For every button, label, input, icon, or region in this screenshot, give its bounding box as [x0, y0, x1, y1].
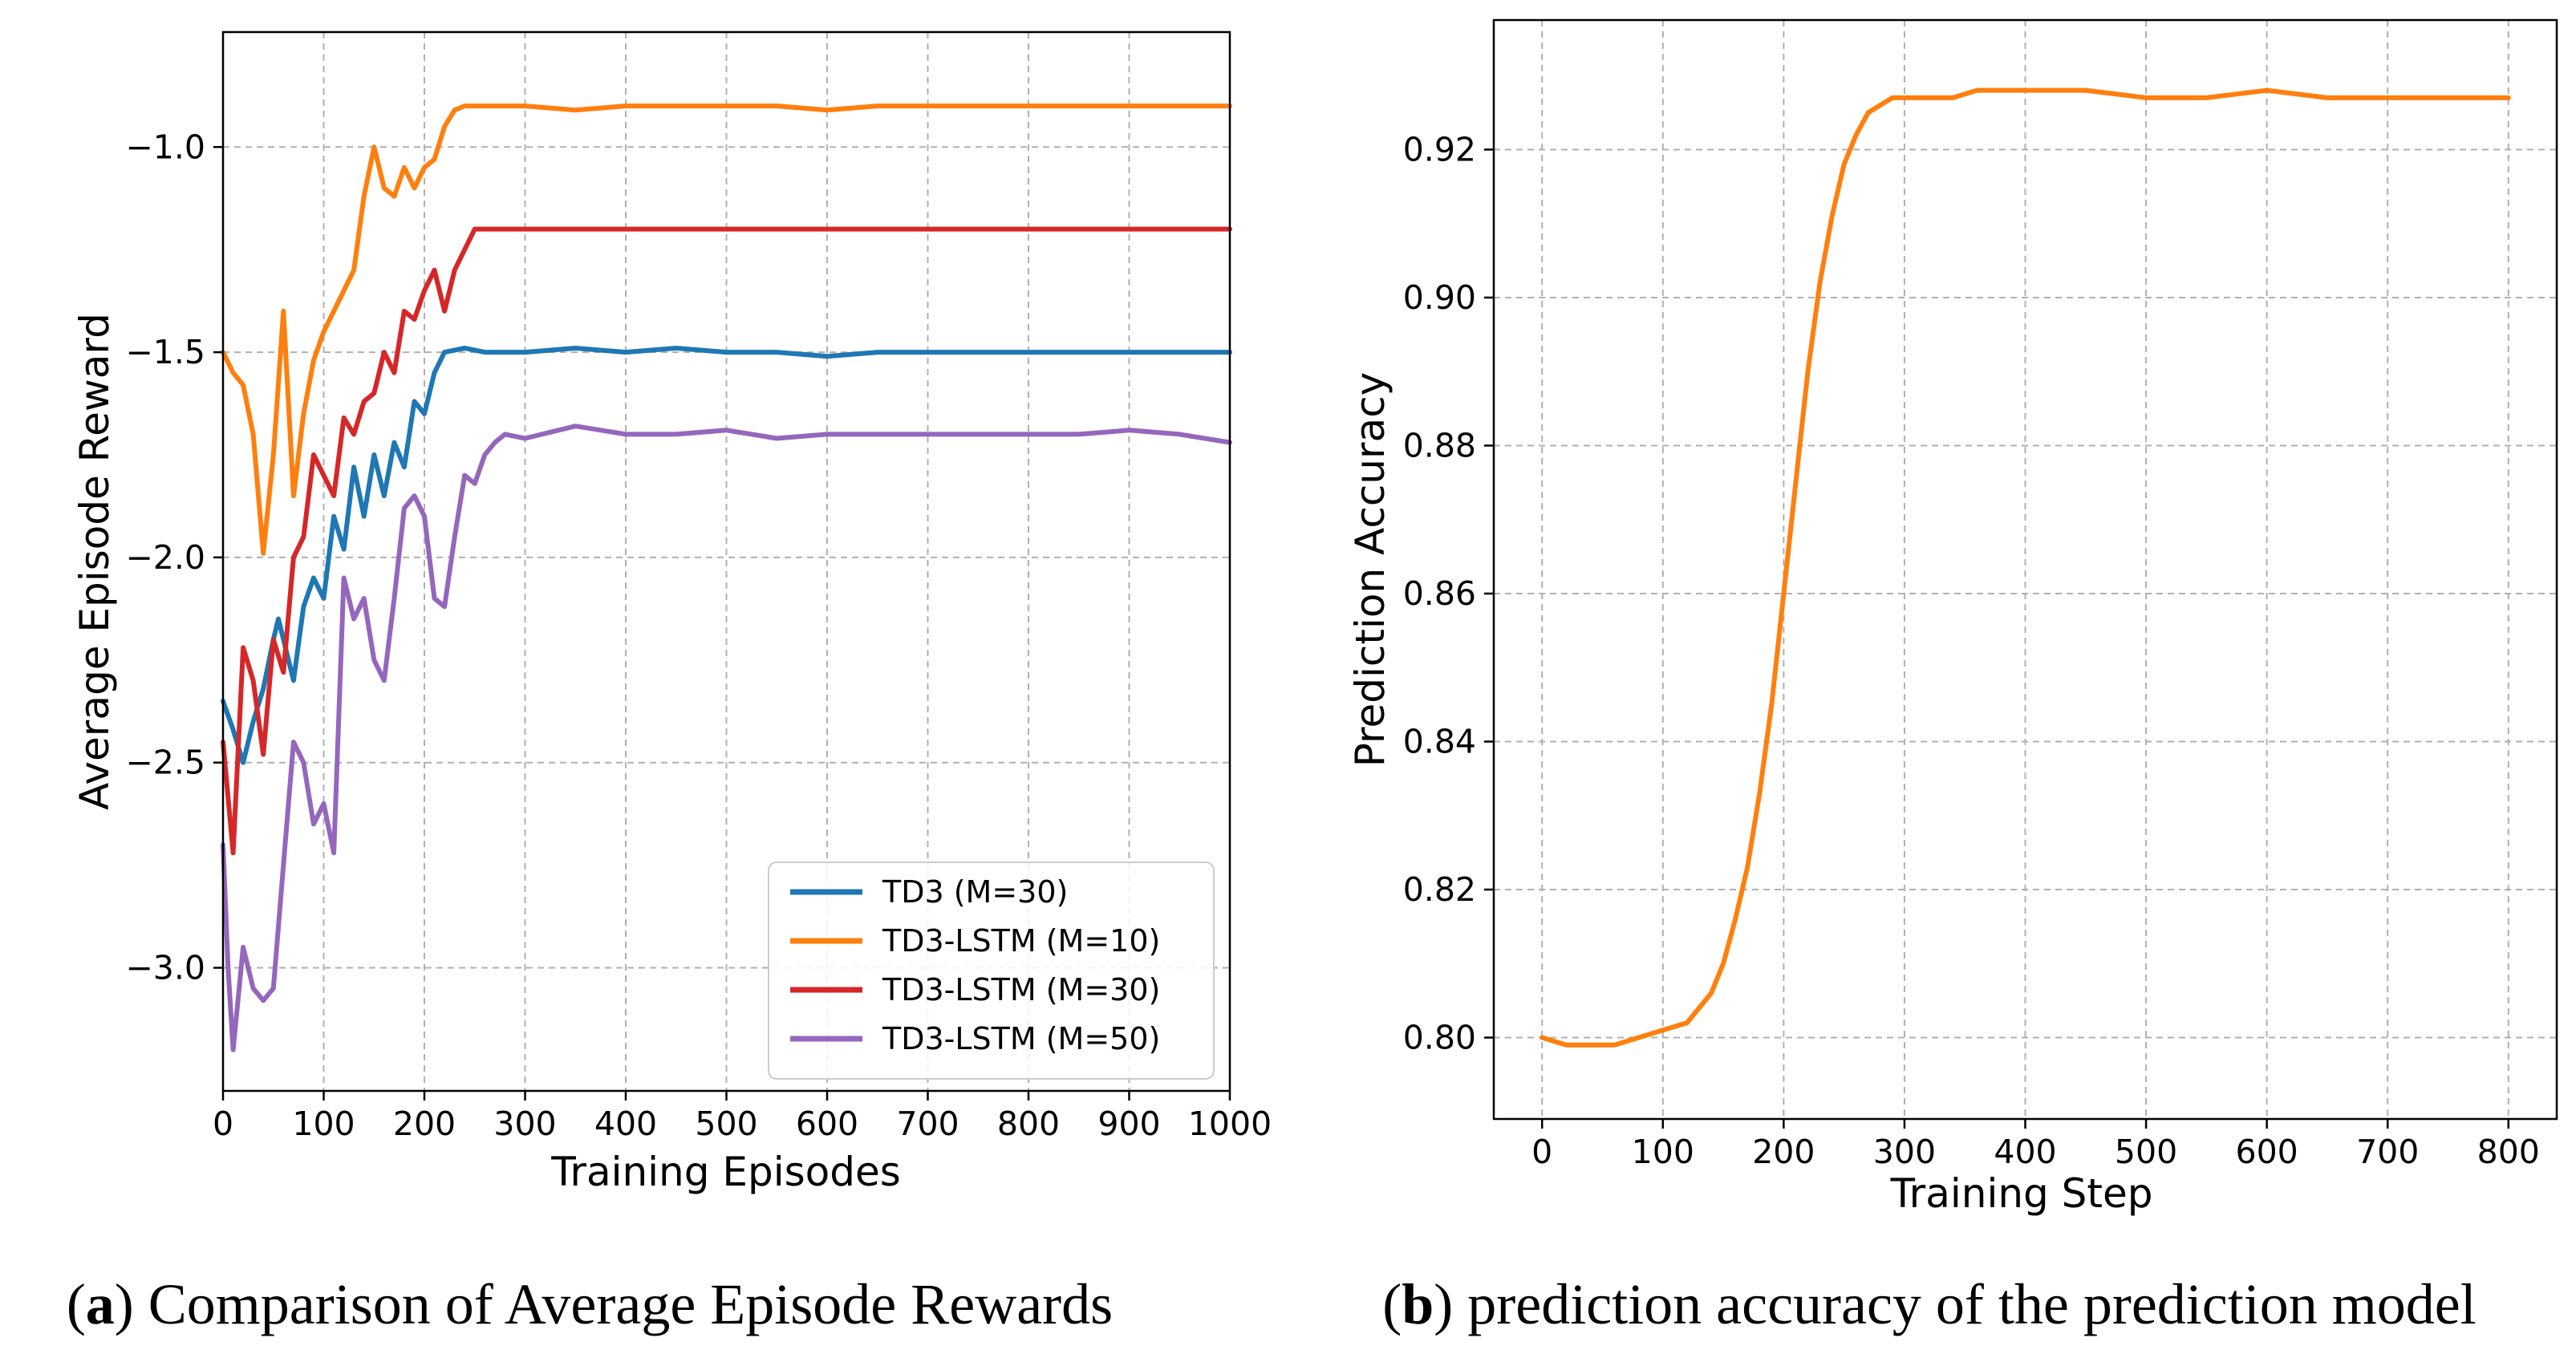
reward-chart-y-axis-title: Average Episode Reward: [71, 313, 118, 810]
y-tick-label: −3.0: [125, 949, 205, 987]
caption-b-label: b: [1402, 1272, 1434, 1336]
legend-label-td3-lstm-m10: TD3-LSTM (M=10): [882, 923, 1160, 959]
legend-label-td3-m30: TD3 (M=30): [882, 874, 1068, 910]
series-line-1: [221, 103, 1232, 556]
x-tick-label: 200: [393, 1105, 456, 1143]
y-tick-label: −2.5: [125, 744, 205, 782]
x-tick-label: 1000: [1188, 1105, 1272, 1143]
y-tick-label: 0.82: [1403, 870, 1476, 909]
accuracy-chart: 0 100 200 300 400 500 600 700 800 0.80 0.82 0.84 0.8…: [1347, 18, 2558, 1217]
x-tick-label: 700: [896, 1105, 959, 1143]
accuracy-chart-grid: [1494, 20, 2557, 1119]
caption-a: (a) Comparison of Average Episode Reward…: [67, 1272, 1113, 1336]
x-tick-label: 300: [493, 1105, 556, 1143]
series-line-3: [221, 424, 1232, 1052]
reward-chart-ticks: 0 100 200 300 400 500 600 700 800 900 1000 −3.0 −2.5…: [125, 128, 1272, 1143]
series-line-0: [221, 346, 1232, 765]
accuracy-chart-lines: [1540, 87, 2511, 1048]
reward-chart-lines: [221, 103, 1232, 1052]
x-tick-label: 600: [2236, 1133, 2298, 1171]
x-tick-label: 0: [1531, 1133, 1552, 1171]
y-tick-label: −1.5: [125, 333, 205, 371]
x-tick-label: 200: [1752, 1133, 1815, 1171]
reward-chart: 0 100 200 300 400 500 600 700 800 900 1000 −3.0 −2.5…: [71, 30, 1272, 1195]
x-tick-label: 700: [2356, 1133, 2419, 1171]
y-tick-label: 0.86: [1403, 574, 1476, 613]
accuracy-chart-x-axis-title: Training Step: [1889, 1170, 2152, 1217]
x-tick-label: 400: [1994, 1133, 2056, 1171]
legend-label-td3-lstm-m30: TD3-LSTM (M=30): [882, 972, 1160, 1007]
x-tick-label: 800: [997, 1105, 1060, 1143]
x-tick-label: 800: [2477, 1133, 2540, 1171]
y-tick-label: 0.90: [1403, 278, 1476, 317]
legend-label-td3-lstm-m50: TD3-LSTM (M=50): [882, 1021, 1160, 1056]
x-tick-label: 500: [695, 1105, 757, 1143]
x-tick-label: 400: [594, 1105, 657, 1143]
caption-b-text: prediction accuracy of the prediction mo…: [1467, 1272, 2476, 1336]
y-tick-label: 0.92: [1403, 130, 1476, 168]
y-tick-label: −2.0: [125, 538, 205, 577]
x-tick-label: 300: [1873, 1133, 1936, 1171]
x-tick-label: 900: [1097, 1105, 1160, 1143]
x-tick-label: 100: [1632, 1133, 1694, 1171]
series-line-0: [1540, 87, 2511, 1048]
caption-a-text: Comparison of Average Episode Rewards: [148, 1272, 1113, 1336]
accuracy-chart-ticks: 0 100 200 300 400 500 600 700 800 0.80 0.82 0.84 0.8…: [1403, 130, 2540, 1171]
reward-chart-legend: TD3 (M=30) TD3-LSTM (M=10) TD3-LSTM (M=3…: [768, 861, 1215, 1080]
reward-chart-x-axis-title: Training Episodes: [550, 1149, 901, 1195]
x-tick-label: 600: [796, 1105, 858, 1143]
y-tick-label: 0.80: [1403, 1019, 1476, 1057]
series-line-2: [221, 226, 1232, 856]
legend-box: [768, 861, 1215, 1080]
x-tick-label: 100: [292, 1105, 355, 1143]
y-tick-label: 0.88: [1403, 426, 1476, 464]
caption-a-label: a: [86, 1272, 115, 1336]
x-tick-label: 0: [213, 1105, 233, 1143]
accuracy-chart-y-axis-title: Prediction Accuracy: [1347, 372, 1393, 768]
caption-b: (b) prediction accuracy of the predictio…: [1382, 1272, 2476, 1336]
y-tick-label: 0.84: [1403, 722, 1476, 760]
x-tick-label: 500: [2115, 1133, 2177, 1171]
y-tick-label: −1.0: [125, 128, 205, 166]
